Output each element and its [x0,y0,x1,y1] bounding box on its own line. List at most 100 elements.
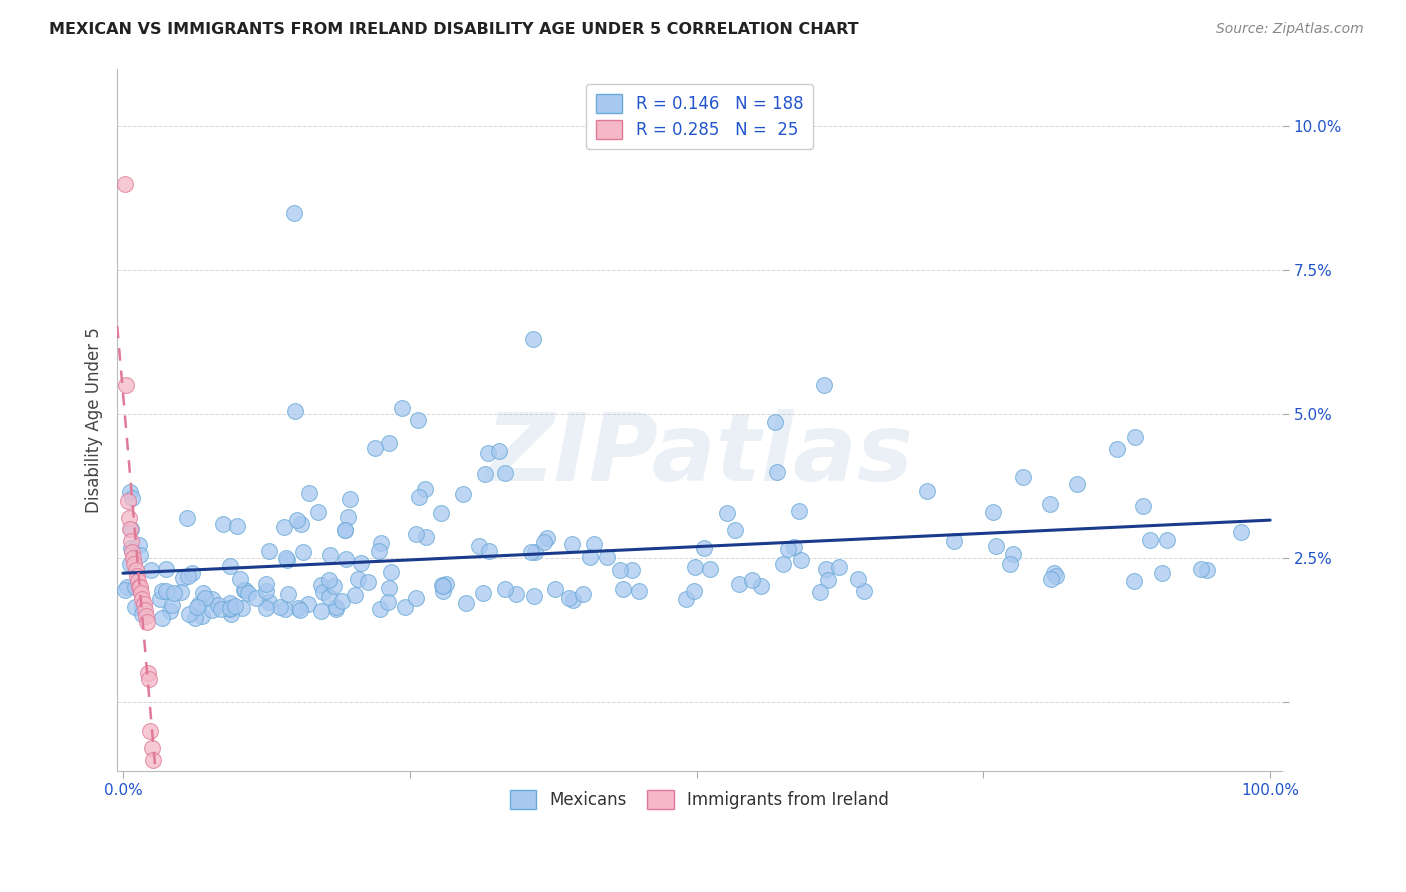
Point [415,482,437,496]
Point [124,580,146,594]
Point [138,672,160,686]
Point [368,602,391,616]
Point [477,446,499,460]
Point [405,591,427,606]
Point [297,597,319,611]
Point [159,604,181,618]
Point [150,611,173,625]
Point [120,557,142,571]
Point [330,594,353,608]
Point [114,582,136,597]
Point [120,533,142,548]
Point [1011,470,1033,484]
Point [339,492,361,507]
Point [309,577,332,591]
Point [562,592,585,607]
Point [468,539,491,553]
Point [377,595,399,609]
Point [370,536,392,550]
Point [478,544,501,558]
Point [596,549,619,564]
Point [1189,562,1212,576]
Point [141,741,163,756]
Point [536,531,558,545]
Point [986,540,1008,554]
Point [121,545,143,559]
Point [124,599,146,614]
Point [728,576,751,591]
Point [256,600,278,615]
Point [319,548,342,562]
Point [201,591,224,606]
Point [981,505,1004,519]
Point [609,563,631,577]
Point [120,484,142,499]
Point [292,545,315,559]
Point [852,584,875,599]
Point [231,601,253,615]
Point [218,596,240,610]
Point [254,584,277,599]
Point [917,484,939,499]
Point [394,600,416,615]
Point [232,582,254,597]
Point [131,591,153,606]
Point [122,551,145,566]
Point [683,560,706,574]
Point [117,493,139,508]
Point [578,550,600,565]
Point [177,569,200,583]
Point [454,595,477,609]
Point [378,435,401,450]
Point [380,565,402,579]
Point [120,541,142,556]
Point [1043,566,1066,580]
Point [572,587,595,601]
Point [772,557,794,571]
Point [1132,500,1154,514]
Point [290,517,312,532]
Y-axis label: Disability Age Under 5: Disability Age Under 5 [86,327,103,513]
Point [543,582,565,596]
Point [135,608,157,623]
Point [488,444,510,458]
Point [333,524,356,538]
Point [125,568,148,582]
Point [523,590,546,604]
Point [683,584,706,599]
Point [430,577,453,591]
Point [229,572,252,586]
Point [162,598,184,612]
Point [128,548,150,562]
Point [312,584,335,599]
Point [219,601,242,615]
Point [186,600,208,615]
Point [209,601,232,615]
Point [494,582,516,596]
Point [219,601,242,615]
Point [276,550,298,565]
Point [846,572,869,586]
Point [391,401,413,415]
Text: Source: ZipAtlas.com: Source: ZipAtlas.com [1216,22,1364,37]
Point [790,553,813,567]
Point [191,608,214,623]
Point [114,177,136,191]
Point [218,558,240,573]
Point [131,607,153,621]
Point [1039,497,1062,511]
Point [408,490,430,504]
Point [782,540,804,554]
Point [749,579,772,593]
Point [127,574,149,589]
Point [131,600,153,615]
Point [998,558,1021,572]
Point [124,563,146,577]
Point [675,591,697,606]
Point [236,586,259,600]
Point [274,602,297,616]
Text: ZIPatlas: ZIPatlas [485,409,914,501]
Point [325,599,347,614]
Point [344,588,367,602]
Point [582,537,605,551]
